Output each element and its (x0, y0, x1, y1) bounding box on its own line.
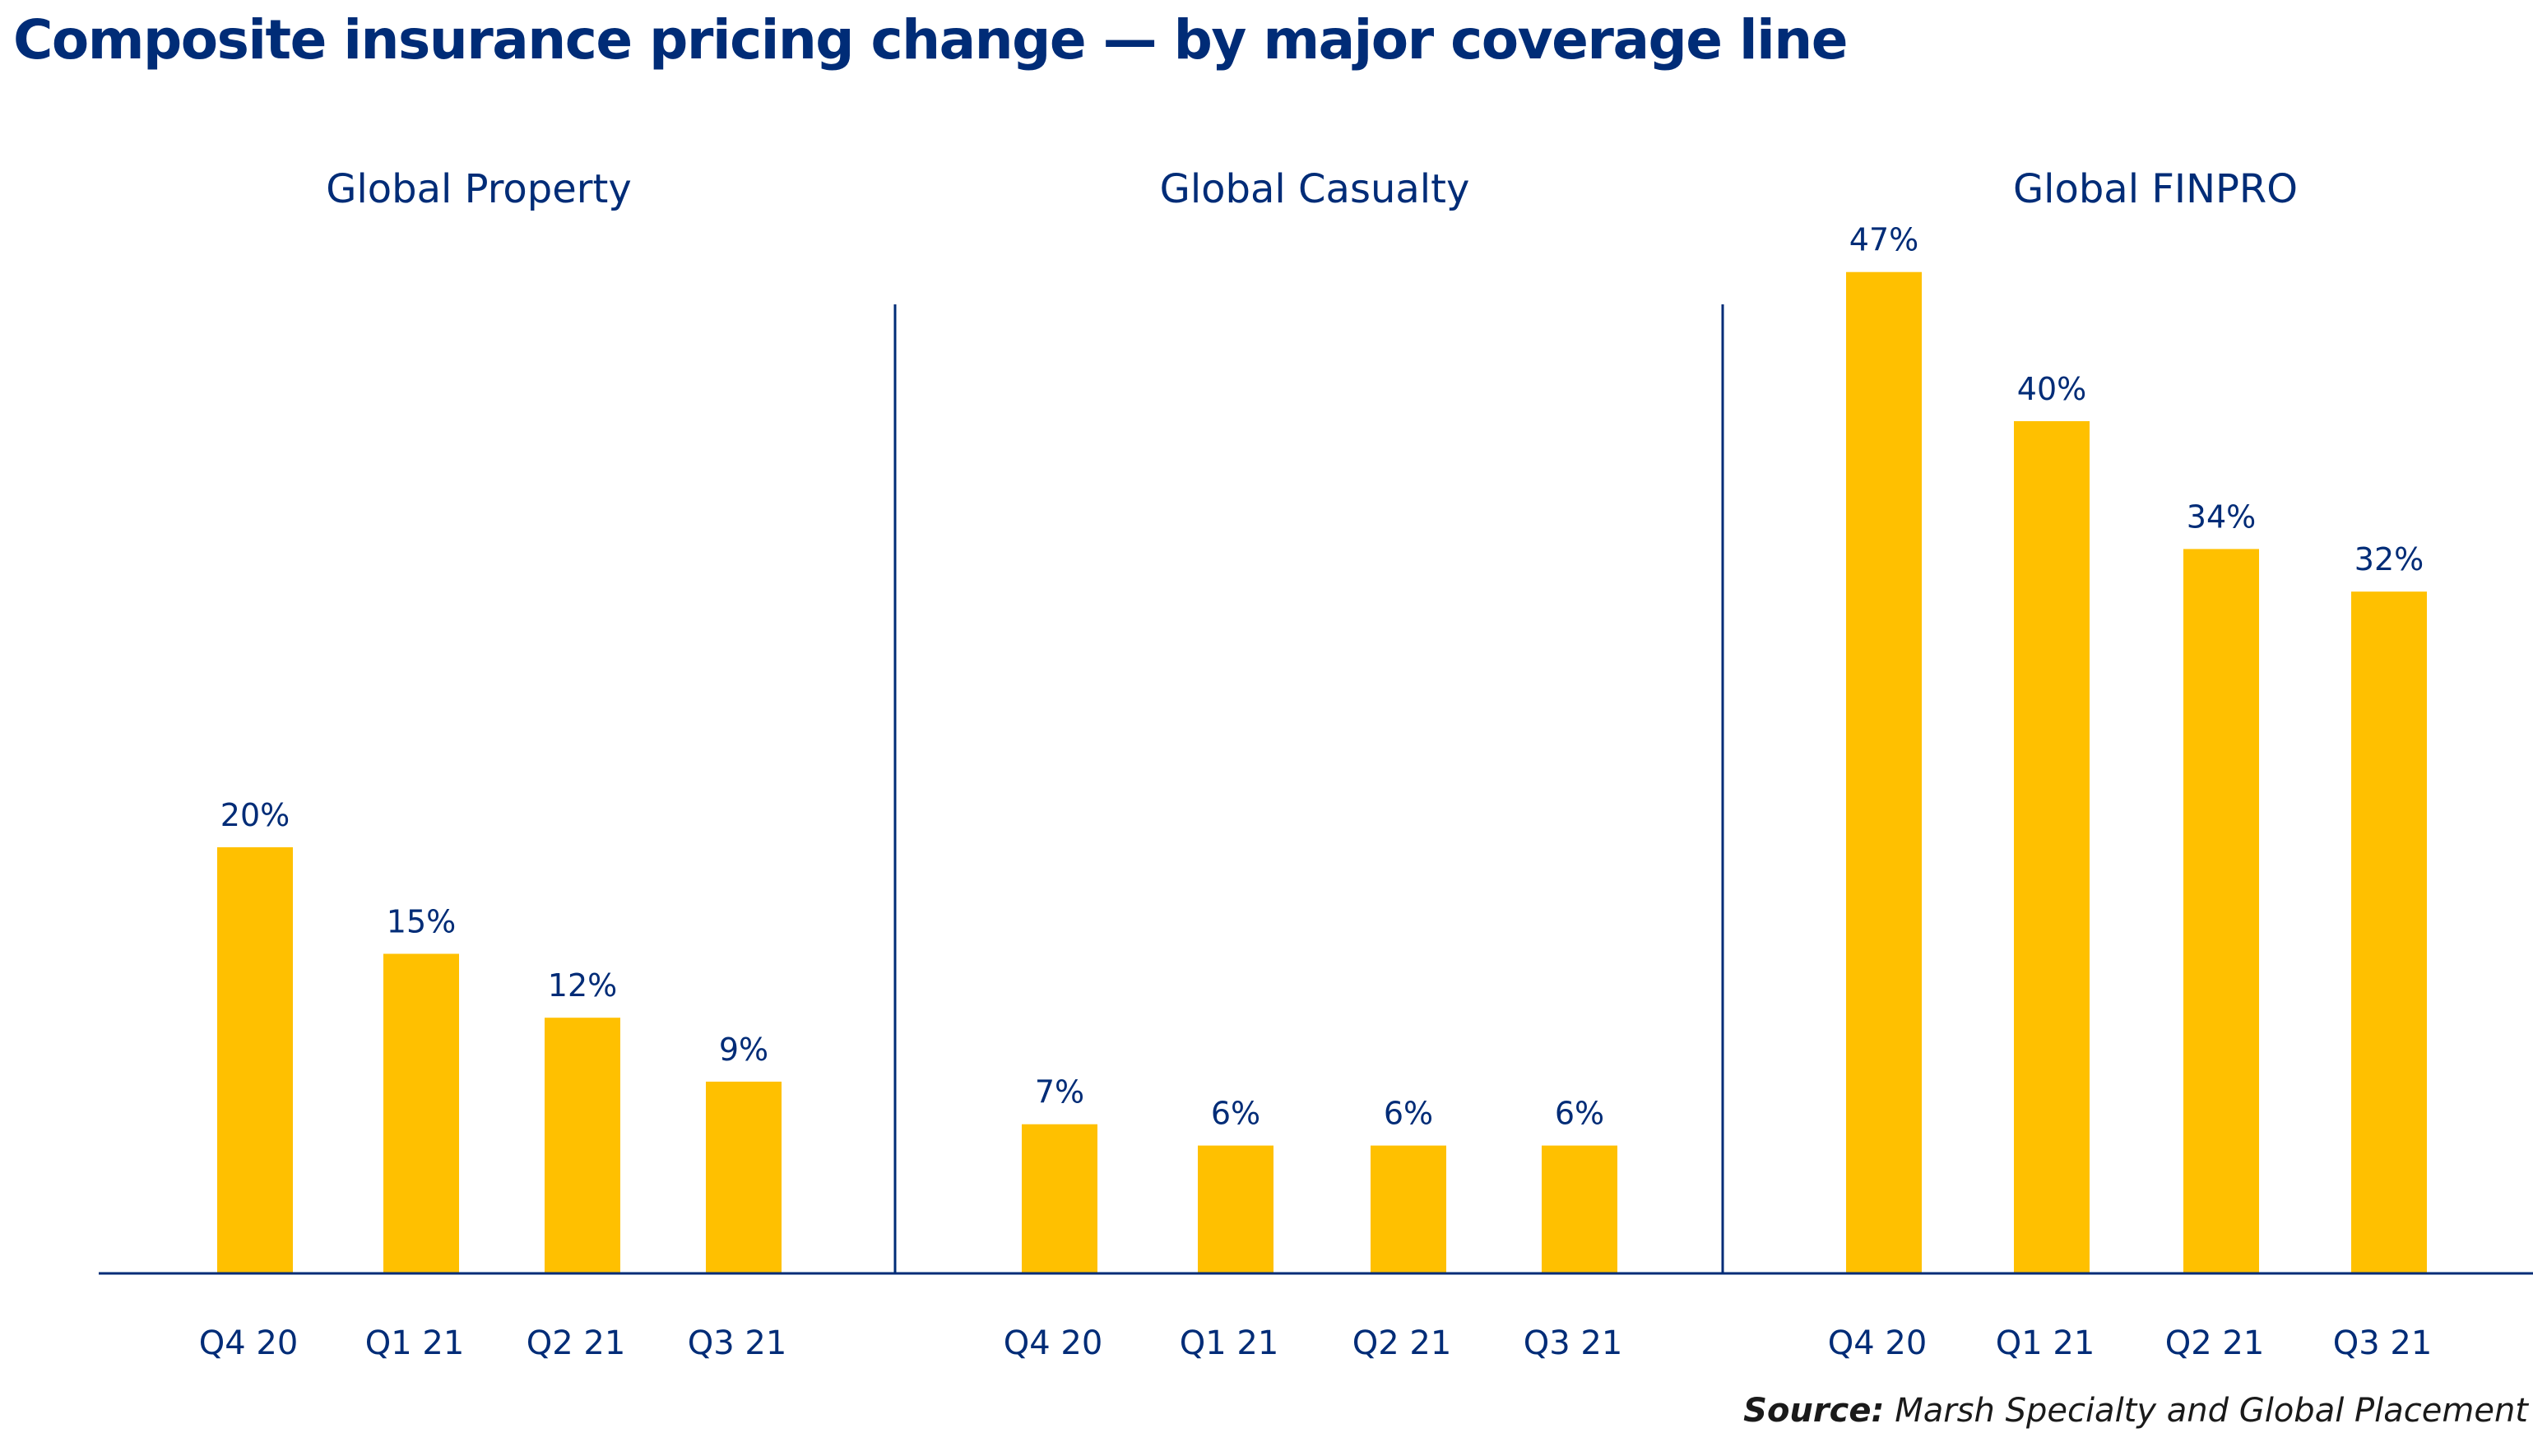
bar (1371, 1145, 1446, 1273)
x-tick-label: Q1 21 (365, 1324, 465, 1362)
x-tick-label: Q4 20 (1004, 1324, 1103, 1362)
bar (1542, 1145, 1617, 1273)
bar (1846, 271, 1922, 1274)
x-tick-label: Q3 21 (1524, 1324, 1623, 1362)
bar (1198, 1145, 1273, 1273)
x-tick-label: Q3 21 (2333, 1324, 2433, 1362)
source-note: Source: Marsh Specialty and Global Place… (1743, 1392, 2528, 1430)
chart-title: Composite insurance pricing change — by … (13, 8, 1848, 72)
bar (545, 1018, 620, 1273)
data-label: 7% (1035, 1074, 1084, 1111)
panel-title: Global Casualty (1160, 166, 1470, 212)
x-tick-label: Q4 20 (1828, 1324, 1928, 1362)
data-label: 20% (220, 797, 290, 833)
data-label: 6% (1211, 1096, 1260, 1132)
data-label: 34% (2187, 498, 2256, 535)
data-label: 40% (2017, 371, 2086, 407)
x-tick-label: Q2 21 (2165, 1324, 2265, 1362)
source-text: Marsh Specialty and Global Placement (1895, 1392, 2528, 1430)
data-label: 6% (1384, 1096, 1433, 1132)
data-label: 32% (2354, 541, 2424, 577)
data-label: 15% (387, 904, 456, 940)
data-label: 6% (1555, 1096, 1604, 1132)
panel-title: Global FINPRO (2013, 166, 2298, 212)
bar (2183, 549, 2259, 1273)
x-tick-label: Q2 21 (1352, 1324, 1452, 1362)
panel-title: Global Property (326, 166, 631, 212)
data-label: 12% (548, 967, 617, 1004)
x-tick-label: Q1 21 (1996, 1324, 2095, 1362)
x-tick-label: Q1 21 (1180, 1324, 1279, 1362)
bar (217, 847, 293, 1273)
x-tick-label: Q4 20 (199, 1324, 299, 1362)
data-label: 9% (719, 1032, 768, 1068)
x-tick-label: Q3 21 (688, 1324, 787, 1362)
bar (2014, 421, 2090, 1273)
data-label: 47% (1849, 222, 1918, 258)
bar (2351, 591, 2427, 1273)
x-tick-label: Q2 21 (527, 1324, 626, 1362)
bar (1022, 1124, 1097, 1273)
bar (706, 1081, 782, 1273)
source-label: Source: (1743, 1392, 1885, 1430)
bar (383, 953, 459, 1273)
